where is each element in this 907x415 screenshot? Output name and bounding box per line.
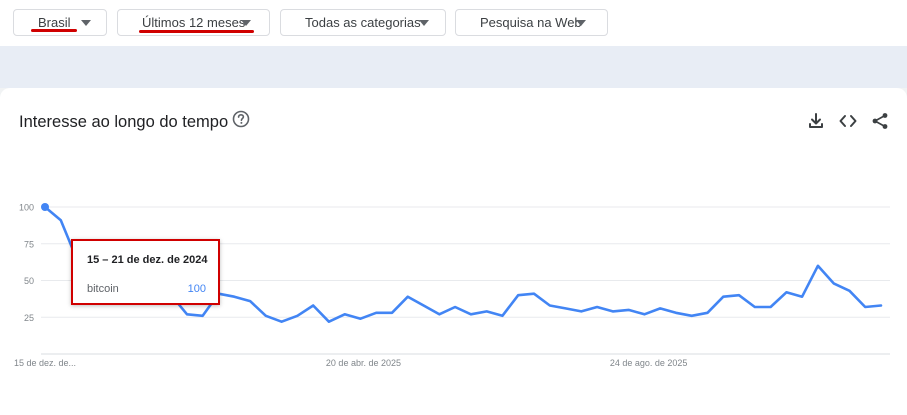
region-filter-chevron-down-icon	[81, 20, 91, 26]
interest-over-time-card: Interesse ao longo do tempo 25 50 75 100 15 …	[0, 88, 907, 415]
region-filter-label: Brasil	[38, 15, 71, 30]
category-filter-chevron-down-icon	[419, 20, 429, 26]
y-tick-label-50: 50	[24, 276, 34, 286]
interest-line-chart: 25 50 75 100 15 de dez. de... 20 de abr. de 2…	[14, 203, 890, 368]
time-range-filter-chevron-down-icon	[241, 20, 251, 26]
download-icon[interactable]	[806, 111, 826, 131]
y-tick-label-25: 25	[24, 313, 34, 323]
card-title: Interesse ao longo do tempo	[19, 113, 229, 131]
share-icon[interactable]	[870, 111, 890, 131]
category-filter-label: Todas as categorias	[305, 15, 421, 30]
time-range-highlight-underline	[139, 30, 254, 33]
series-line-bitcoin	[43, 205, 883, 323]
search-type-filter-chevron-down-icon	[576, 20, 586, 26]
help-icon[interactable]	[232, 110, 250, 128]
y-tick-label-75: 75	[24, 239, 34, 249]
filter-bar: Brasil Últimos 12 meses Todas as categor…	[0, 0, 907, 46]
category-filter[interactable]: Todas as categorias	[280, 9, 446, 36]
search-type-filter-label: Pesquisa na Web	[480, 15, 582, 30]
x-tick-label-2: 24 de ago. de 2025	[610, 358, 688, 368]
data-point-tooltip: 15 – 21 de dez. de 2024 bitcoin 100	[71, 239, 220, 305]
time-range-filter-label: Últimos 12 meses	[142, 15, 246, 30]
tooltip-date: 15 – 21 de dez. de 2024	[87, 254, 208, 266]
tooltip-term: bitcoin	[87, 283, 119, 295]
highlighted-data-point[interactable]	[41, 203, 49, 211]
search-type-filter[interactable]: Pesquisa na Web	[455, 9, 608, 36]
y-tick-label-100: 100	[19, 203, 34, 213]
x-tick-label-1: 20 de abr. de 2025	[326, 358, 401, 368]
tooltip-value: 100	[187, 283, 206, 295]
region-highlight-underline	[31, 29, 77, 32]
x-tick-label-0: 15 de dez. de...	[14, 358, 76, 368]
embed-code-icon[interactable]	[838, 111, 858, 131]
page-band	[0, 46, 907, 88]
